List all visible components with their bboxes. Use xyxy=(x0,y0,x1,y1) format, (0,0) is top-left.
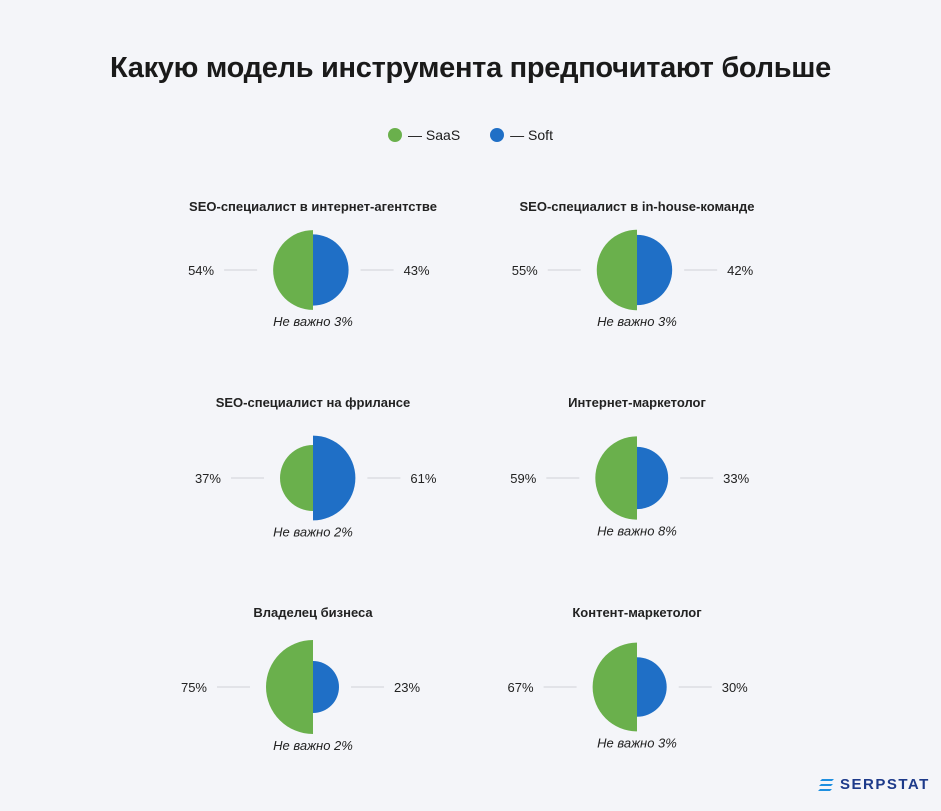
pie-title: Контент-маркетолог xyxy=(572,605,702,620)
soft-value-label: 42% xyxy=(727,263,753,278)
not-important-note: Не важно 2% xyxy=(273,524,353,539)
pie-chart-3: SEO-специалист на фрилансе 37% 61% Не важно… xyxy=(195,395,437,539)
soft-half xyxy=(637,657,667,717)
saas-value-label: 67% xyxy=(508,680,534,695)
pie-title: Владелец бизнеса xyxy=(253,605,373,620)
saas-half xyxy=(595,436,637,520)
pie-chart-1: SEO-специалист в интернет-агентстве 54% 43… xyxy=(188,199,437,329)
saas-value-label: 37% xyxy=(195,471,221,486)
saas-value-label: 54% xyxy=(188,263,214,278)
legend-item-saas: — SaaS xyxy=(388,127,460,143)
not-important-note: Не важно 3% xyxy=(273,314,353,329)
not-important-note: Не важно 8% xyxy=(597,524,677,539)
pie-chart-5: Владелец бизнеса 75% 23% Не важно 2% xyxy=(181,605,421,753)
pie-title: Интернет-маркетолог xyxy=(568,395,706,410)
soft-value-label: 43% xyxy=(404,263,430,278)
soft-half xyxy=(637,234,673,306)
legend-swatch-soft xyxy=(490,128,505,142)
soft-value-label: 23% xyxy=(394,680,420,695)
serpstat-logo-text: SERPSTAT xyxy=(840,776,930,793)
pie-chart-2: SEO-специалист в in-house-команде 55% 42% Н… xyxy=(512,199,755,329)
pie-title: SEO-специалист в in-house-команде xyxy=(520,199,755,214)
legend-label-saas: — SaaS xyxy=(408,127,461,143)
pie-title: SEO-специалист в интернет-агентстве xyxy=(189,199,437,214)
serpstat-logo: SERPSTAT xyxy=(818,776,930,793)
saas-half xyxy=(592,642,637,732)
pie-chart-6: Контент-маркетолог 67% 30% Не важно 3% xyxy=(508,605,749,750)
not-important-note: Не важно 3% xyxy=(597,314,677,329)
soft-half xyxy=(313,234,349,306)
saas-value-label: 75% xyxy=(181,680,207,695)
saas-half xyxy=(273,230,313,310)
legend-swatch-saas xyxy=(388,128,403,142)
soft-value-label: 33% xyxy=(723,471,749,486)
not-important-note: Не важно 3% xyxy=(597,735,677,750)
saas-value-label: 59% xyxy=(510,471,536,486)
saas-half xyxy=(266,640,313,734)
legend: — SaaS — Soft xyxy=(0,127,941,143)
saas-half xyxy=(596,229,637,311)
pie-chart-4: Интернет-маркетолог 59% 33% Не важно 8% xyxy=(510,395,749,539)
serpstat-logo-icon xyxy=(818,778,834,791)
soft-half xyxy=(637,446,669,510)
soft-half xyxy=(313,660,339,714)
saas-half xyxy=(280,444,313,512)
soft-value-label: 61% xyxy=(410,471,436,486)
chart-title: Какую модель инструмента предпочитают бо… xyxy=(110,52,831,84)
soft-half xyxy=(313,435,356,521)
pie-title: SEO-специалист на фрилансе xyxy=(216,395,411,410)
saas-value-label: 55% xyxy=(512,263,538,278)
legend-item-soft: — Soft xyxy=(490,127,553,143)
not-important-note: Не важно 2% xyxy=(273,738,353,753)
legend-label-soft: — Soft xyxy=(510,127,553,143)
soft-value-label: 30% xyxy=(722,680,748,695)
